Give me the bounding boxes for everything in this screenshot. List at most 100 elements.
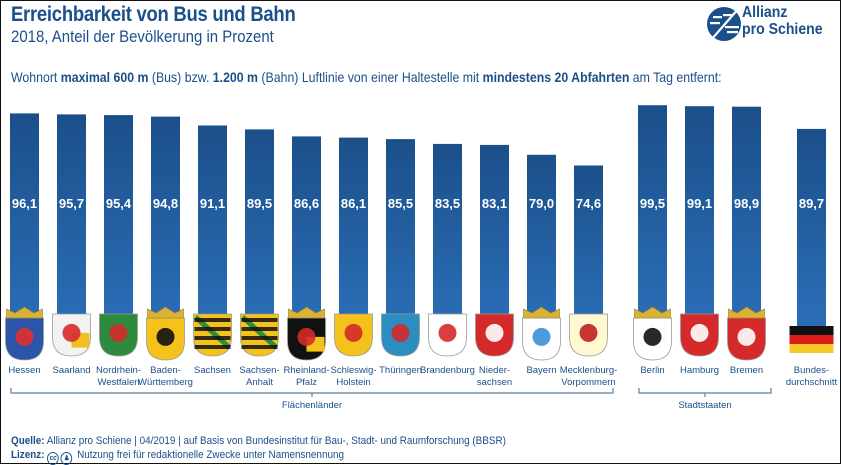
cc-icon: cc bbox=[47, 452, 60, 465]
bar bbox=[574, 165, 603, 318]
bar bbox=[245, 129, 274, 318]
bw-coat-of-arms-icon bbox=[146, 306, 185, 361]
bar bbox=[151, 116, 180, 318]
bar-value-label: 91,1 bbox=[200, 196, 225, 211]
bars-layer: 96,1 95,7 95,4 94,8 91,1 89,5 86,6 86,1 85,5 83,5… bbox=[10, 105, 826, 326]
bar-value-label: 85,5 bbox=[388, 196, 413, 211]
bar bbox=[386, 139, 415, 318]
category-label: Westfalen bbox=[97, 377, 139, 388]
category-label: Thüringen bbox=[379, 365, 422, 376]
license-line: Lizenz: cc ♟ Nutzung frei für redaktionel… bbox=[11, 449, 344, 465]
license-text: Nutzung frei für redaktionelle Zwecke un… bbox=[77, 449, 344, 461]
germany-flag-icon bbox=[789, 326, 834, 353]
bar bbox=[685, 106, 714, 318]
berlin-coat-of-arms-icon bbox=[633, 306, 672, 361]
bar-value-label: 79,0 bbox=[529, 196, 554, 211]
nrw-coat-of-arms-icon bbox=[99, 313, 138, 357]
logo-line1: Allianz bbox=[742, 4, 788, 21]
bar-value-label: 83,1 bbox=[482, 196, 507, 211]
sachsen-anhalt-coat-of-arms-icon bbox=[240, 313, 279, 357]
bayern-coat-of-arms-icon bbox=[522, 306, 561, 361]
bar-value-label: 98,9 bbox=[734, 196, 759, 211]
bar-value-label: 89,7 bbox=[799, 196, 824, 211]
description-part: mindestens 20 Abfahrten bbox=[482, 69, 630, 85]
source-label: Quelle: bbox=[11, 435, 45, 447]
emblems-layer bbox=[5, 306, 834, 361]
logo-text: Allianz pro Schiene bbox=[742, 4, 823, 38]
category-label: Holstein bbox=[336, 377, 370, 388]
description-part: maximal 600 m bbox=[60, 69, 149, 85]
group-bracket: Stadtstaaten bbox=[638, 388, 772, 411]
rlp-coat-of-arms-icon bbox=[287, 306, 326, 361]
category-label: Bundes- bbox=[794, 365, 829, 376]
category-label: Sachsen- bbox=[239, 365, 279, 376]
niedersachsen-coat-of-arms-icon bbox=[475, 313, 514, 357]
category-label: Baden- bbox=[150, 365, 181, 376]
saarland-coat-of-arms-icon bbox=[52, 313, 91, 357]
bar bbox=[57, 114, 86, 319]
description-part: Wohnort bbox=[11, 69, 61, 85]
bar-value-label: 86,6 bbox=[294, 196, 319, 211]
bar-value-label: 86,1 bbox=[341, 196, 366, 211]
category-label: Pfalz bbox=[296, 377, 317, 388]
logo-line2: pro Schiene bbox=[742, 21, 823, 38]
license-label: Lizenz: bbox=[11, 449, 45, 461]
group-bracket: Flächenländer bbox=[10, 388, 614, 411]
bar bbox=[732, 106, 761, 318]
group-label: Flächenländer bbox=[282, 400, 342, 411]
category-label: Hamburg bbox=[680, 365, 719, 376]
hessen-coat-of-arms-icon bbox=[5, 306, 44, 361]
category-label: Bremen bbox=[730, 365, 763, 376]
category-label: Mecklenburg- bbox=[560, 365, 618, 376]
bar-value-label: 94,8 bbox=[153, 196, 178, 211]
description-part: 1.200 m bbox=[212, 69, 259, 85]
allianz-pro-schiene-logo-icon bbox=[707, 7, 741, 41]
chart-title: Erreichbarkeit von Bus und Bahn bbox=[11, 3, 296, 26]
category-label: Nieder- bbox=[479, 365, 510, 376]
category-label: sachsen bbox=[477, 377, 512, 388]
bar-value-label: 99,5 bbox=[640, 196, 665, 211]
bar-value-label: 96,1 bbox=[12, 196, 37, 211]
category-label: Nordrhein- bbox=[96, 365, 141, 376]
bar bbox=[292, 136, 321, 318]
bar bbox=[198, 125, 227, 318]
mv-coat-of-arms-icon bbox=[569, 313, 608, 357]
bar bbox=[339, 137, 368, 318]
category-label: Württemberg bbox=[138, 377, 193, 388]
bar-value-label: 74,6 bbox=[576, 196, 601, 211]
thueringen-coat-of-arms-icon bbox=[381, 313, 420, 357]
bar bbox=[797, 128, 826, 318]
category-label: Anhalt bbox=[246, 377, 273, 388]
category-label: Rheinland- bbox=[284, 365, 330, 376]
description-part: (Bahn) Luftlinie von einer Haltestelle m… bbox=[258, 69, 483, 85]
category-label: Hessen bbox=[8, 365, 40, 376]
chart-description: Wohnort maximal 600 m (Bus) bzw. 1.200 m… bbox=[11, 69, 722, 85]
hamburg-coat-of-arms-icon bbox=[680, 313, 719, 357]
bar-value-label: 83,5 bbox=[435, 196, 460, 211]
source-line: Quelle: Allianz pro Schiene | 04/2019 | … bbox=[11, 435, 506, 447]
chart-subtitle: 2018, Anteil der Bevölkerung in Prozent bbox=[11, 27, 274, 46]
category-label: Schleswig- bbox=[331, 365, 377, 376]
category-label: durchschnitt bbox=[786, 377, 838, 388]
bar bbox=[433, 143, 462, 318]
category-labels-layer: Hessen Saarland Nordrhein-Westfalen Baden-W… bbox=[8, 365, 837, 388]
bar-value-label: 99,1 bbox=[687, 196, 712, 211]
group-brackets-layer: Flächenländer Stadtstaaten bbox=[10, 388, 772, 411]
bar bbox=[10, 113, 39, 319]
description-part: (Bus) bzw. bbox=[148, 69, 213, 85]
bar-value-label: 95,4 bbox=[106, 196, 132, 211]
category-label: Sachsen bbox=[194, 365, 231, 376]
category-label: Bayern bbox=[526, 365, 556, 376]
bar-value-label: 95,7 bbox=[59, 196, 84, 211]
bar bbox=[638, 105, 667, 318]
source-text: Allianz pro Schiene | 04/2019 | auf Basi… bbox=[46, 435, 506, 447]
description-part: am Tag entfernt: bbox=[629, 69, 722, 85]
sh-coat-of-arms-icon bbox=[334, 313, 373, 357]
bar bbox=[104, 115, 133, 318]
group-label: Stadtstaaten bbox=[678, 400, 731, 411]
category-label: Saarland bbox=[52, 365, 90, 376]
bar bbox=[480, 144, 509, 318]
bremen-coat-of-arms-icon bbox=[727, 306, 766, 361]
brandenburg-coat-of-arms-icon bbox=[428, 313, 467, 357]
